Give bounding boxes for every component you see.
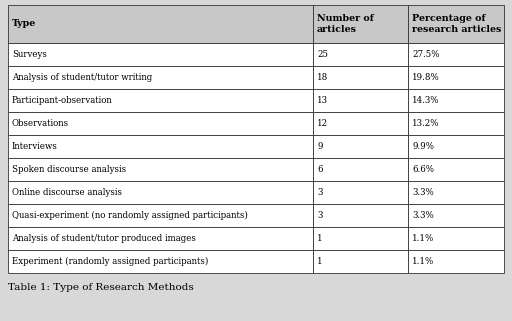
Text: 6.6%: 6.6% [412, 165, 434, 174]
Bar [8, 250, 313, 273]
Text: Analysis of student/tutor produced images: Analysis of student/tutor produced image… [12, 234, 196, 243]
Bar [313, 204, 408, 227]
Text: 19.8%: 19.8% [412, 73, 440, 82]
Text: 1: 1 [317, 234, 323, 243]
Text: Number of
articles: Number of articles [317, 14, 374, 34]
Bar [408, 204, 504, 227]
Bar [408, 89, 504, 112]
Text: Percentage of
research articles: Percentage of research articles [412, 14, 502, 34]
Bar [408, 112, 504, 135]
Bar [8, 135, 313, 158]
Text: Quasi-experiment (no randomly assigned participants): Quasi-experiment (no randomly assigned p… [12, 211, 248, 220]
Text: 3.3%: 3.3% [412, 211, 434, 220]
Bar [313, 66, 408, 89]
Text: Interviews: Interviews [12, 142, 58, 151]
Bar [408, 250, 504, 273]
Bar [313, 181, 408, 204]
Text: Online discourse analysis: Online discourse analysis [12, 188, 122, 197]
Text: 25: 25 [317, 50, 328, 59]
Bar [8, 112, 313, 135]
Text: 13.2%: 13.2% [412, 119, 440, 128]
Bar [8, 227, 313, 250]
Text: Spoken discourse analysis: Spoken discourse analysis [12, 165, 126, 174]
Text: 13: 13 [317, 96, 328, 105]
Text: 1: 1 [317, 257, 323, 266]
Text: Type: Type [12, 20, 36, 29]
Bar [8, 158, 313, 181]
Bar [8, 204, 313, 227]
Bar [408, 158, 504, 181]
Bar [8, 181, 313, 204]
Bar [313, 5, 408, 43]
Text: 27.5%: 27.5% [412, 50, 440, 59]
Bar [8, 66, 313, 89]
Bar [408, 181, 504, 204]
Text: Table 1: Type of Research Methods: Table 1: Type of Research Methods [8, 283, 194, 292]
Text: 3: 3 [317, 188, 323, 197]
Bar [8, 5, 313, 43]
Bar [313, 89, 408, 112]
Bar [408, 135, 504, 158]
Text: 9: 9 [317, 142, 323, 151]
Text: Observations: Observations [12, 119, 69, 128]
Text: Experiment (randomly assigned participants): Experiment (randomly assigned participan… [12, 257, 208, 266]
Text: 1.1%: 1.1% [412, 234, 435, 243]
Text: Surveys: Surveys [12, 50, 47, 59]
Bar [313, 112, 408, 135]
Text: 14.3%: 14.3% [412, 96, 440, 105]
Bar [313, 135, 408, 158]
Text: Participant-observation: Participant-observation [12, 96, 113, 105]
Bar [408, 43, 504, 66]
Text: 9.9%: 9.9% [412, 142, 434, 151]
Bar [8, 89, 313, 112]
Bar [313, 250, 408, 273]
Bar [313, 158, 408, 181]
Text: Analysis of student/tutor writing: Analysis of student/tutor writing [12, 73, 152, 82]
Bar [313, 227, 408, 250]
Bar [8, 43, 313, 66]
Bar [408, 66, 504, 89]
Bar [313, 43, 408, 66]
Text: 18: 18 [317, 73, 328, 82]
Text: 6: 6 [317, 165, 323, 174]
Bar [408, 227, 504, 250]
Text: 1.1%: 1.1% [412, 257, 435, 266]
Text: 3.3%: 3.3% [412, 188, 434, 197]
Text: 3: 3 [317, 211, 323, 220]
Bar [408, 5, 504, 43]
Text: 12: 12 [317, 119, 328, 128]
